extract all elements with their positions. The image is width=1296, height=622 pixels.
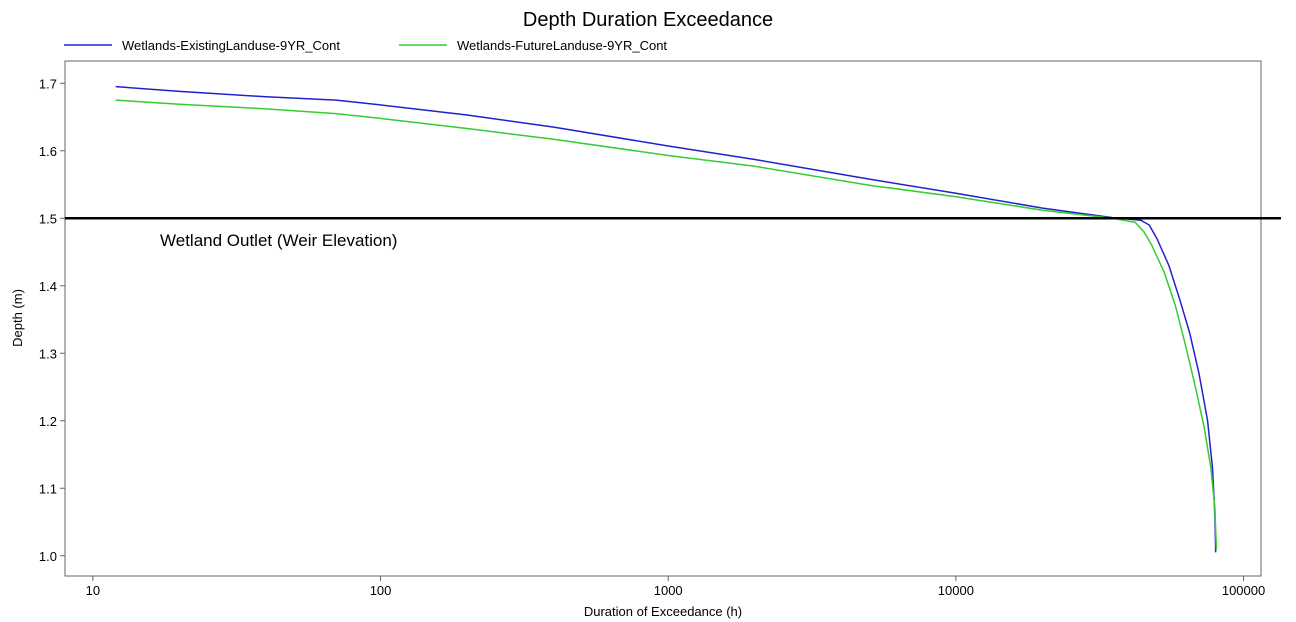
x-axis: 10 100 1000 10000 100000 [86,576,1265,598]
series-line-existing [115,85,1217,553]
y-tick-label: 1.0 [39,549,57,564]
y-tick-label: 1.3 [39,346,57,361]
x-tick-label: 100 [370,583,392,598]
x-tick-label: 1000 [654,583,683,598]
y-tick-label: 1.4 [39,279,57,294]
plot-area [64,60,1262,577]
x-tick-label: 10000 [938,583,974,598]
series-layer [115,85,1218,553]
y-tick-label: 1.6 [39,144,57,159]
x-axis-label: Duration of Exceedance (h) [584,604,742,619]
y-tick-label: 1.5 [39,211,57,226]
y-tick-label: 1.7 [39,76,57,91]
legend-label-existing: Wetlands-ExistingLanduse-9YR_Cont [122,38,340,53]
y-axis-label: Depth (m) [10,289,25,347]
y-tick-label: 1.2 [39,414,57,429]
legend: Wetlands-ExistingLanduse-9YR_Cont Wetlan… [64,38,667,53]
x-tick-label: 100000 [1222,583,1265,598]
x-tick-label: 10 [86,583,100,598]
legend-label-future: Wetlands-FutureLanduse-9YR_Cont [457,38,667,53]
y-tick-label: 1.1 [39,481,57,496]
y-axis: 1.0 1.1 1.2 1.3 1.4 1.5 1.6 1.7 [39,76,65,564]
chart-title: Depth Duration Exceedance [523,9,773,31]
series-line-future [115,99,1218,550]
weir-elevation-label: Wetland Outlet (Weir Elevation) [160,231,397,250]
